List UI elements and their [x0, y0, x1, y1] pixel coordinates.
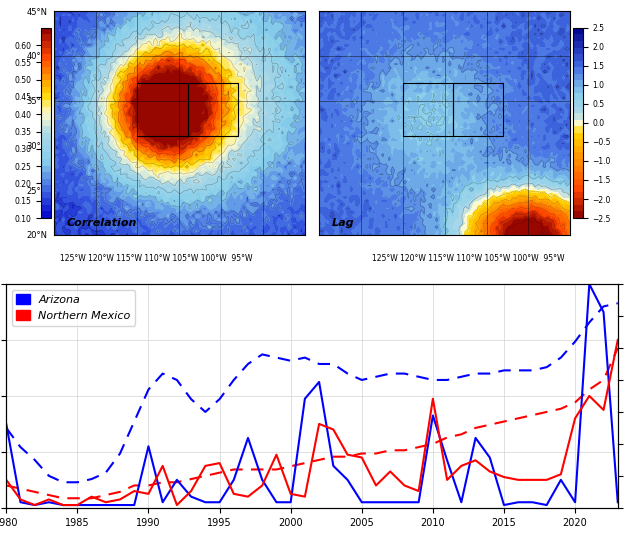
Text: 125°W 120°W 115°W 110°W 105°W 100°W  95°W: 125°W 120°W 115°W 110°W 105°W 100°W 95°W	[372, 254, 564, 263]
Text: Lag: Lag	[332, 218, 354, 228]
Text: 125°W 120°W 115°W 110°W 105°W 100°W  95°W: 125°W 120°W 115°W 110°W 105°W 100°W 95°W	[60, 254, 252, 263]
Legend: Arizona, Northern Mexico: Arizona, Northern Mexico	[12, 290, 135, 326]
Text: Correlation: Correlation	[67, 218, 137, 228]
